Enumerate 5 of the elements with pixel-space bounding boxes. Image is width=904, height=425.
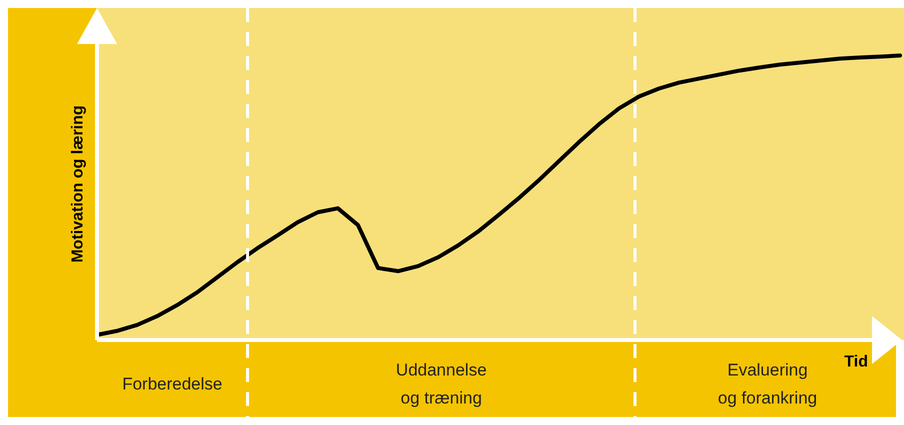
text: Forberedelse — [122, 374, 222, 394]
text: Evaluering og forankring — [718, 360, 818, 408]
y-axis-title: Motivation og læring — [69, 105, 86, 263]
x-axis-title: Tid — [844, 353, 868, 370]
text: Uddannelse og træning — [396, 360, 487, 408]
